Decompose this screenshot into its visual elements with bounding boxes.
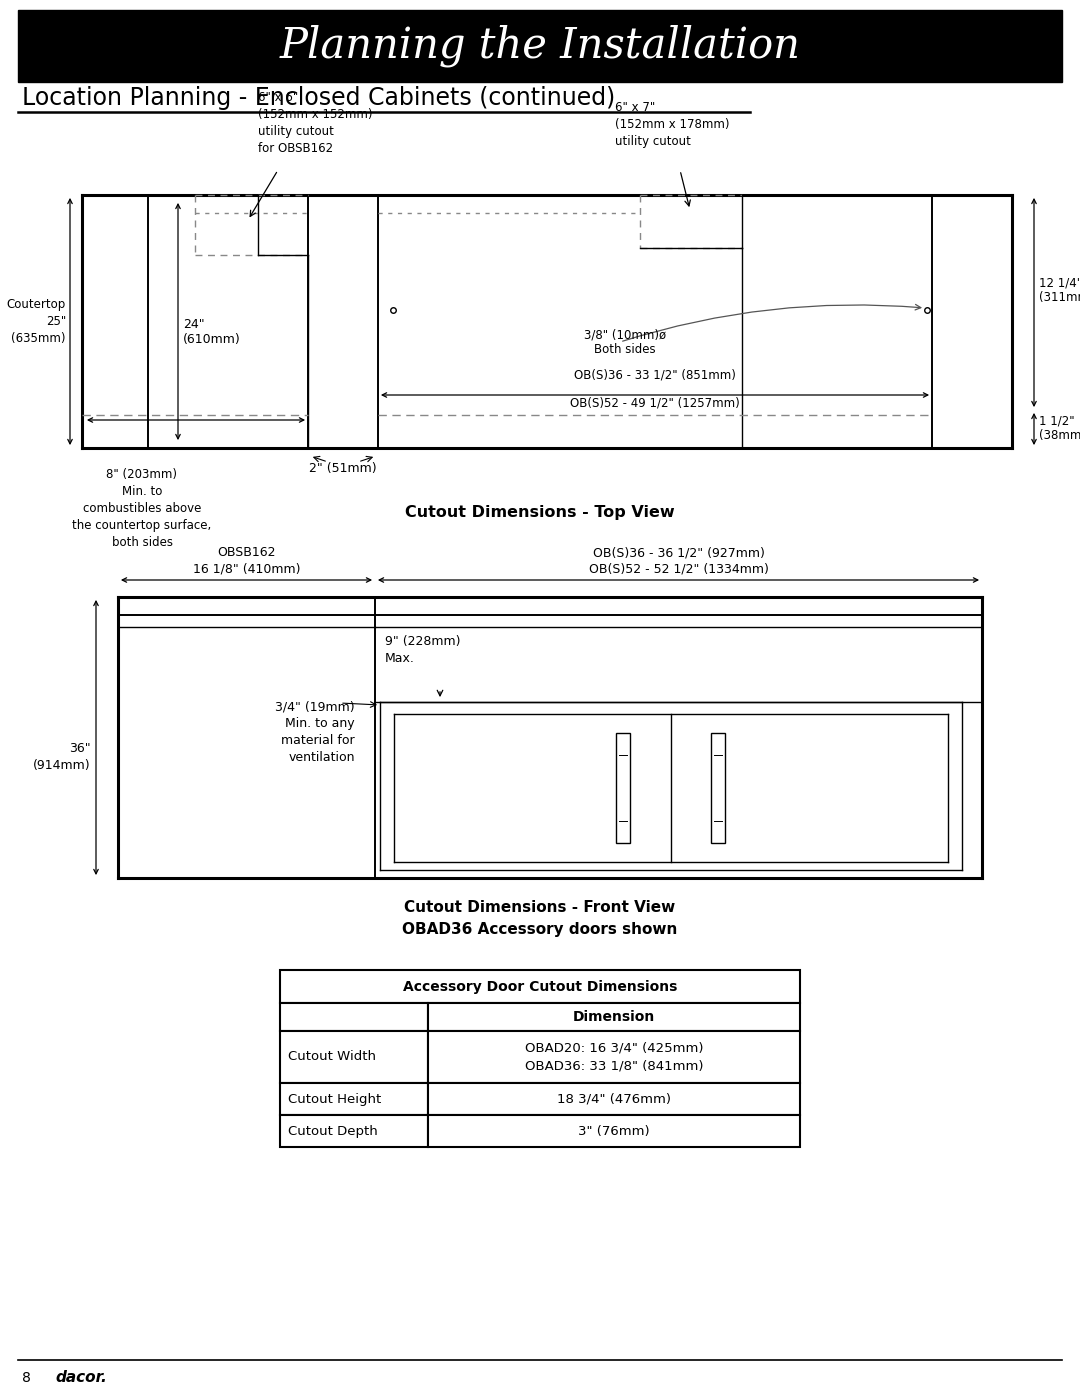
Text: Cutout Depth: Cutout Depth	[288, 1125, 378, 1137]
Text: Cutout Dimensions - Front View
OBAD36 Accessory doors shown: Cutout Dimensions - Front View OBAD36 Ac…	[403, 900, 677, 937]
Bar	[711, 733, 725, 842]
Text: Dimension: Dimension	[572, 1010, 656, 1024]
Text: 1 1/2"
(38mm): 1 1/2" (38mm)	[1039, 414, 1080, 441]
Text: 24"
(610mm): 24" (610mm)	[183, 317, 241, 345]
Text: Cutout Width: Cutout Width	[288, 1051, 376, 1063]
Bar	[428, 1115, 800, 1147]
Bar	[280, 1115, 428, 1147]
Text: OB(S)52 - 49 1/2" (1257mm): OB(S)52 - 49 1/2" (1257mm)	[570, 397, 740, 409]
Text: 36"
(914mm): 36" (914mm)	[33, 742, 91, 773]
Bar	[280, 1083, 428, 1115]
Bar	[280, 1031, 428, 1083]
Bar	[616, 733, 630, 842]
Bar	[428, 1003, 800, 1031]
Bar	[428, 1083, 800, 1115]
Text: Location Planning - Enclosed Cabinets (continued): Location Planning - Enclosed Cabinets (c…	[22, 87, 616, 110]
Bar	[18, 10, 1062, 82]
Text: OB(S)36 - 36 1/2" (927mm)
OB(S)52 - 52 1/2" (1334mm): OB(S)36 - 36 1/2" (927mm) OB(S)52 - 52 1…	[589, 546, 769, 576]
Text: 18 3/4" (476mm): 18 3/4" (476mm)	[557, 1092, 671, 1105]
Text: 6" x 6"
(152mm x 152mm)
utility cutout
for OBSB162: 6" x 6" (152mm x 152mm) utility cutout f…	[258, 91, 373, 155]
Bar	[280, 1003, 428, 1031]
Text: Cutout Dimensions - Top View: Cutout Dimensions - Top View	[405, 504, 675, 520]
Text: OB(S)36 - 33 1/2" (851mm): OB(S)36 - 33 1/2" (851mm)	[575, 367, 735, 381]
Text: OBAD20: 16 3/4" (425mm)
OBAD36: 33 1/8" (841mm): OBAD20: 16 3/4" (425mm) OBAD36: 33 1/8" …	[525, 1042, 703, 1073]
Text: 3/4" (19mm)
Min. to any
material for
ventilation: 3/4" (19mm) Min. to any material for ven…	[275, 700, 355, 764]
Text: 3/8" (10mm)ø
Both sides: 3/8" (10mm)ø Both sides	[584, 328, 666, 356]
Text: Planning the Installation: Planning the Installation	[280, 25, 800, 67]
Bar	[428, 1031, 800, 1083]
Text: Cutout Height: Cutout Height	[288, 1092, 381, 1105]
Text: dacor.: dacor.	[55, 1370, 107, 1386]
Text: 8" (203mm)
Min. to
combustibles above
the countertop surface,
both sides: 8" (203mm) Min. to combustibles above th…	[72, 468, 212, 549]
Bar	[280, 970, 800, 1003]
Text: OBSB162
16 1/8" (410mm): OBSB162 16 1/8" (410mm)	[192, 546, 300, 576]
Text: 6" x 7"
(152mm x 178mm)
utility cutout: 6" x 7" (152mm x 178mm) utility cutout	[615, 101, 729, 148]
Text: 9" (228mm)
Max.: 9" (228mm) Max.	[384, 636, 460, 665]
Text: 12 1/4"
(311mm): 12 1/4" (311mm)	[1039, 277, 1080, 305]
Text: 8: 8	[22, 1370, 31, 1384]
Text: Accessory Door Cutout Dimensions: Accessory Door Cutout Dimensions	[403, 979, 677, 993]
Text: Coutertop
25"
(635mm): Coutertop 25" (635mm)	[6, 298, 66, 345]
Text: 3" (76mm): 3" (76mm)	[578, 1125, 650, 1137]
Text: 2" (51mm): 2" (51mm)	[309, 462, 377, 475]
